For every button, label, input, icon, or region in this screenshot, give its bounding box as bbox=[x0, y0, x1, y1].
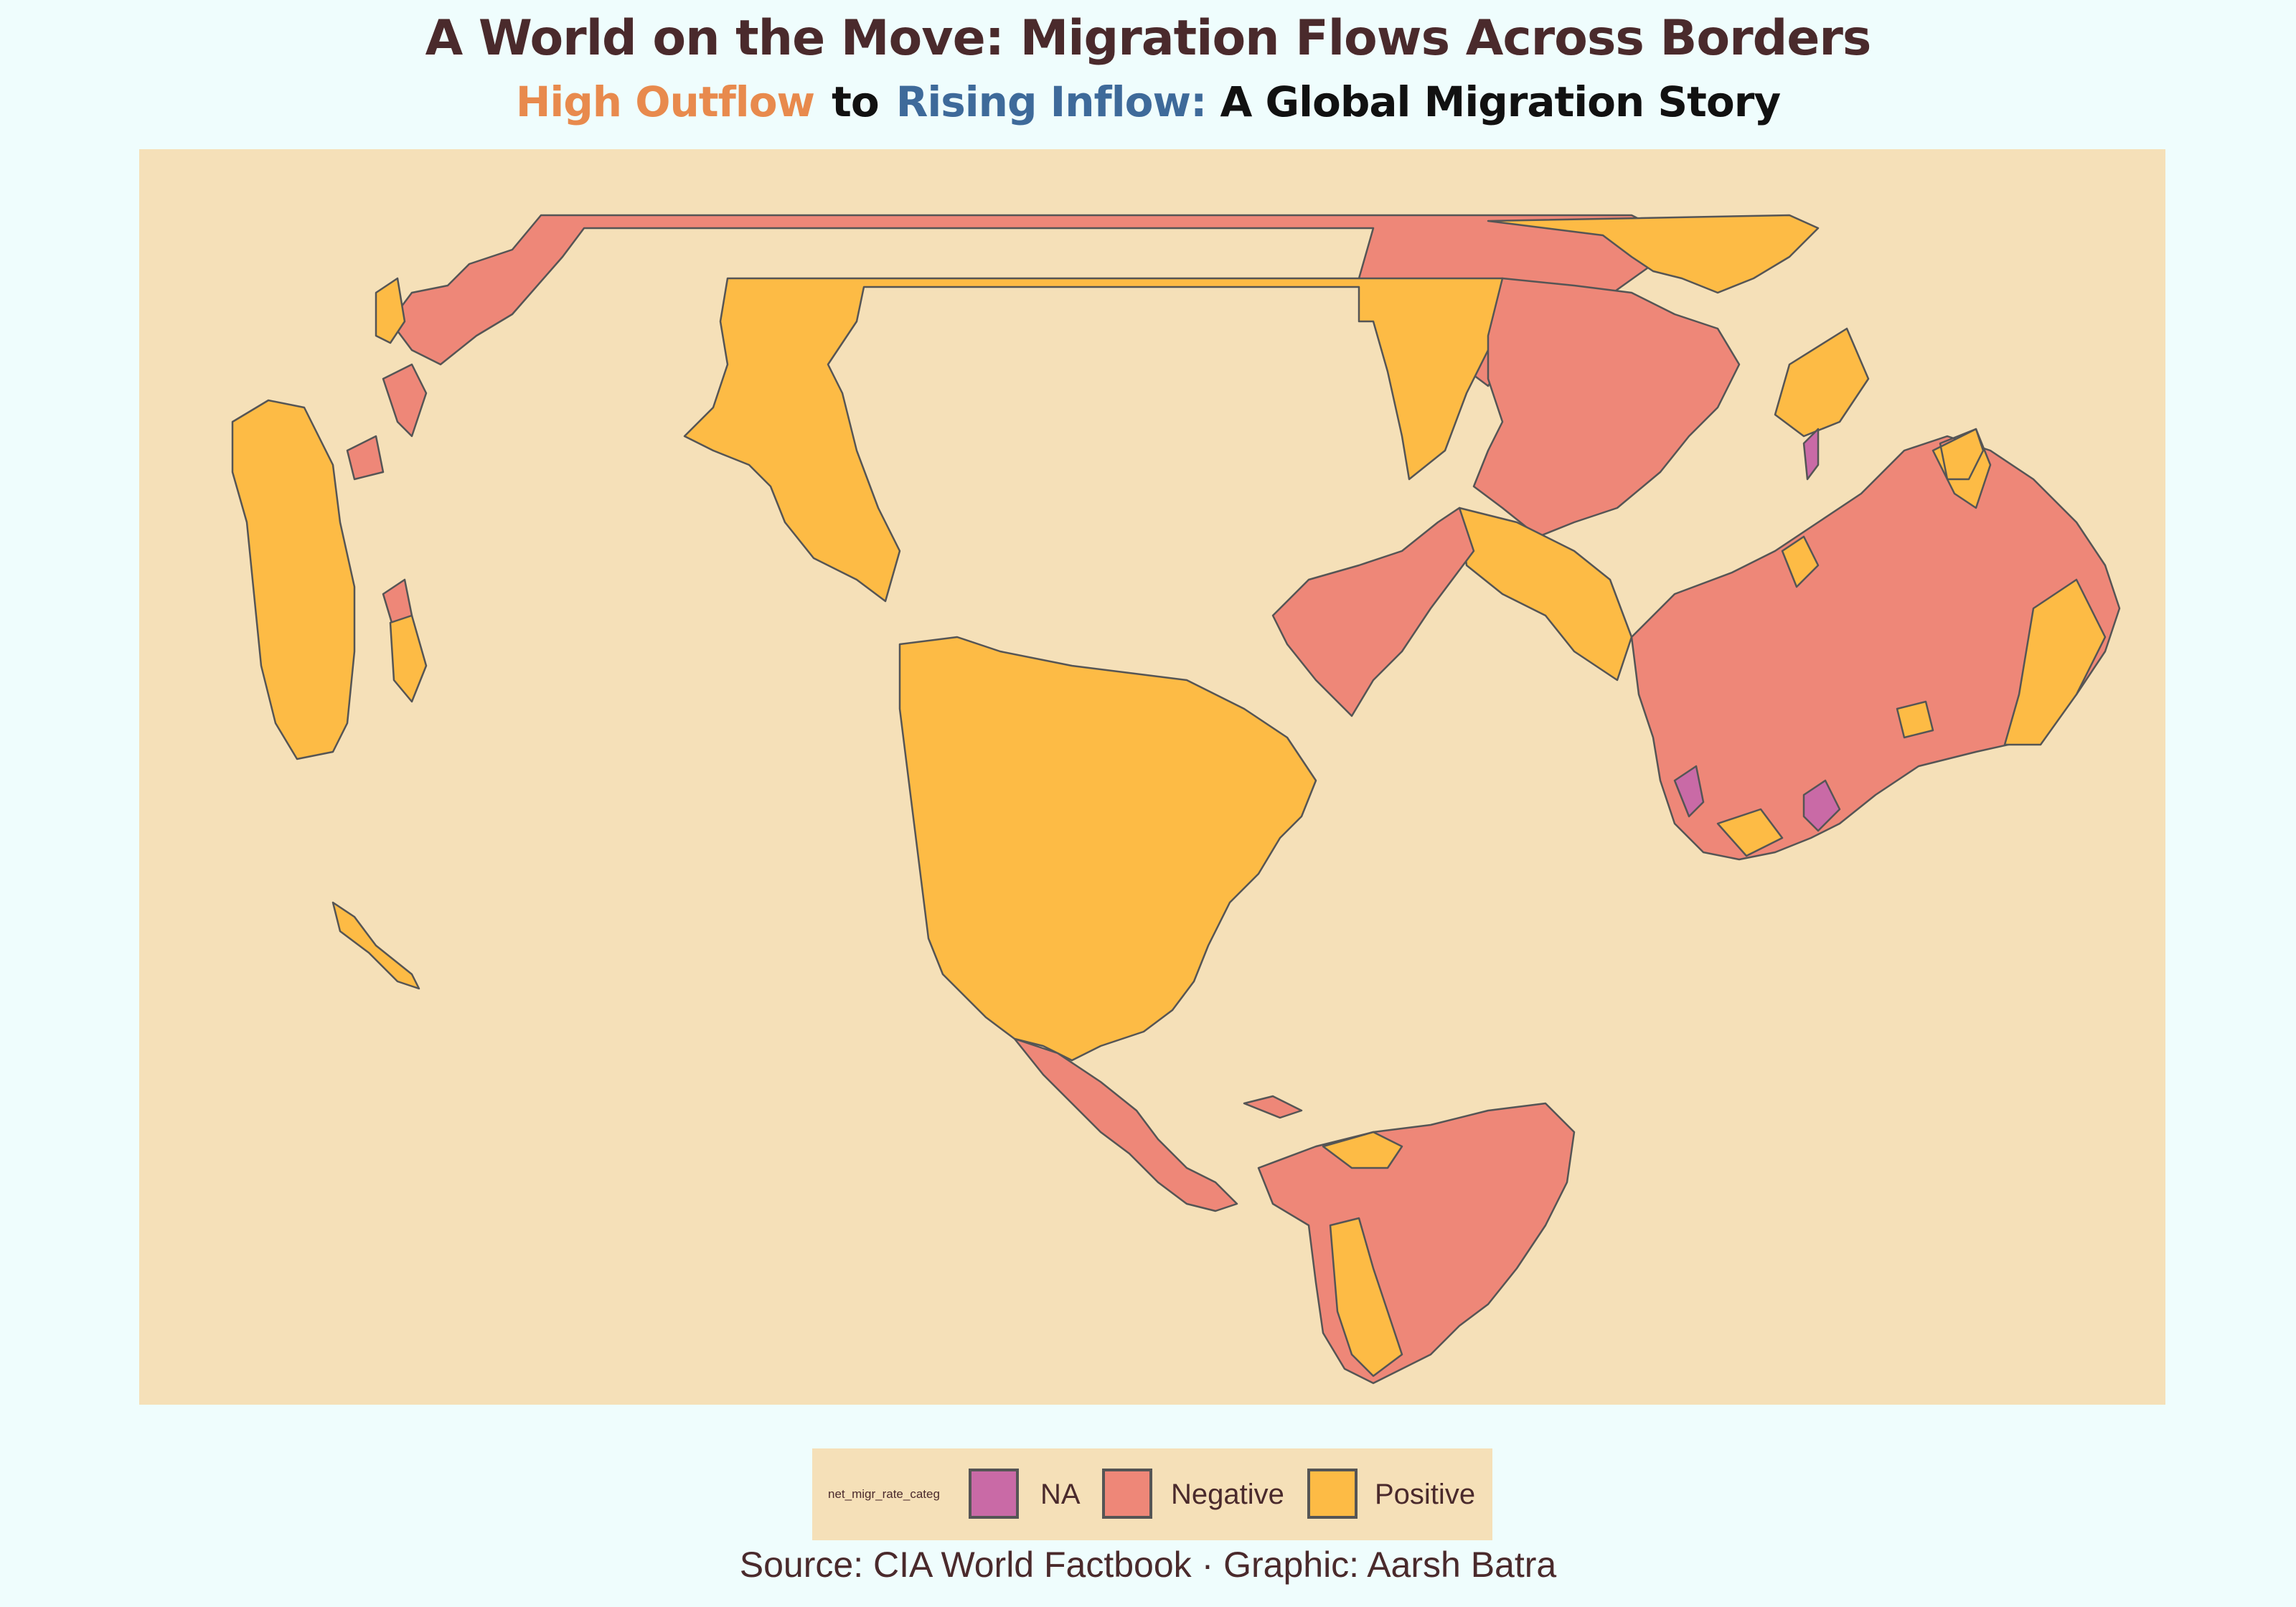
region-madagascar bbox=[1939, 428, 1985, 481]
legend-label-na: NA bbox=[1040, 1479, 1081, 1510]
region-indonesia bbox=[346, 363, 428, 631]
legend-label-negative: Negative bbox=[1171, 1479, 1284, 1510]
subtitle-inflow: Rising Inflow: bbox=[895, 77, 1208, 126]
legend-title: net_migr_rate_categ bbox=[828, 1487, 940, 1501]
region-africa-positive-a bbox=[1774, 327, 1870, 438]
subtitle-outflow: High Outflow bbox=[515, 77, 815, 126]
legend-key-negative bbox=[1102, 1469, 1152, 1519]
region-africa-positive-b bbox=[2003, 578, 2107, 746]
map-panel bbox=[139, 149, 2165, 1405]
region-southeast-asia bbox=[1458, 506, 1633, 682]
region-africa-positive-c bbox=[1781, 535, 1820, 588]
region-new-zealand bbox=[331, 901, 420, 990]
legend-key-na bbox=[969, 1469, 1019, 1519]
region-east-asia bbox=[1472, 277, 1741, 538]
chart-subtitle: High Outflow to Rising Inflow: A Global Mi… bbox=[0, 77, 2296, 126]
region-africa-positive-e bbox=[1716, 808, 1784, 857]
region-south-america bbox=[1257, 1102, 1576, 1385]
chart-title: A World on the Move: Migration Flows Acr… bbox=[425, 10, 1872, 67]
legend-key-positive bbox=[1307, 1469, 1358, 1519]
region-venezuela bbox=[1322, 1131, 1403, 1169]
region-australia bbox=[231, 399, 356, 760]
region-mexico bbox=[1013, 1037, 1238, 1212]
region-asia-band bbox=[683, 277, 1511, 603]
region-southern-africa-na bbox=[1673, 428, 1841, 832]
legend-label-positive: Positive bbox=[1375, 1479, 1476, 1510]
region-europe bbox=[1487, 214, 1820, 294]
region-africa-positive-d bbox=[1896, 700, 1934, 739]
region-caribbean bbox=[1243, 1095, 1303, 1119]
subtitle-to: to bbox=[832, 77, 880, 126]
region-png bbox=[389, 614, 428, 703]
region-south-america-andes bbox=[1329, 1217, 1403, 1377]
subtitle-rest: A Global Migration Story bbox=[1220, 77, 1781, 126]
region-greenland bbox=[1271, 506, 1475, 717]
map-legend: net_migr_rate_categ NA Negative Positive bbox=[812, 1448, 1492, 1540]
world-map bbox=[231, 214, 2121, 1385]
region-japan bbox=[375, 277, 406, 344]
source-caption: Source: CIA World Factbook · Graphic: Aa… bbox=[739, 1545, 1557, 1585]
region-north-america bbox=[898, 636, 1317, 1062]
